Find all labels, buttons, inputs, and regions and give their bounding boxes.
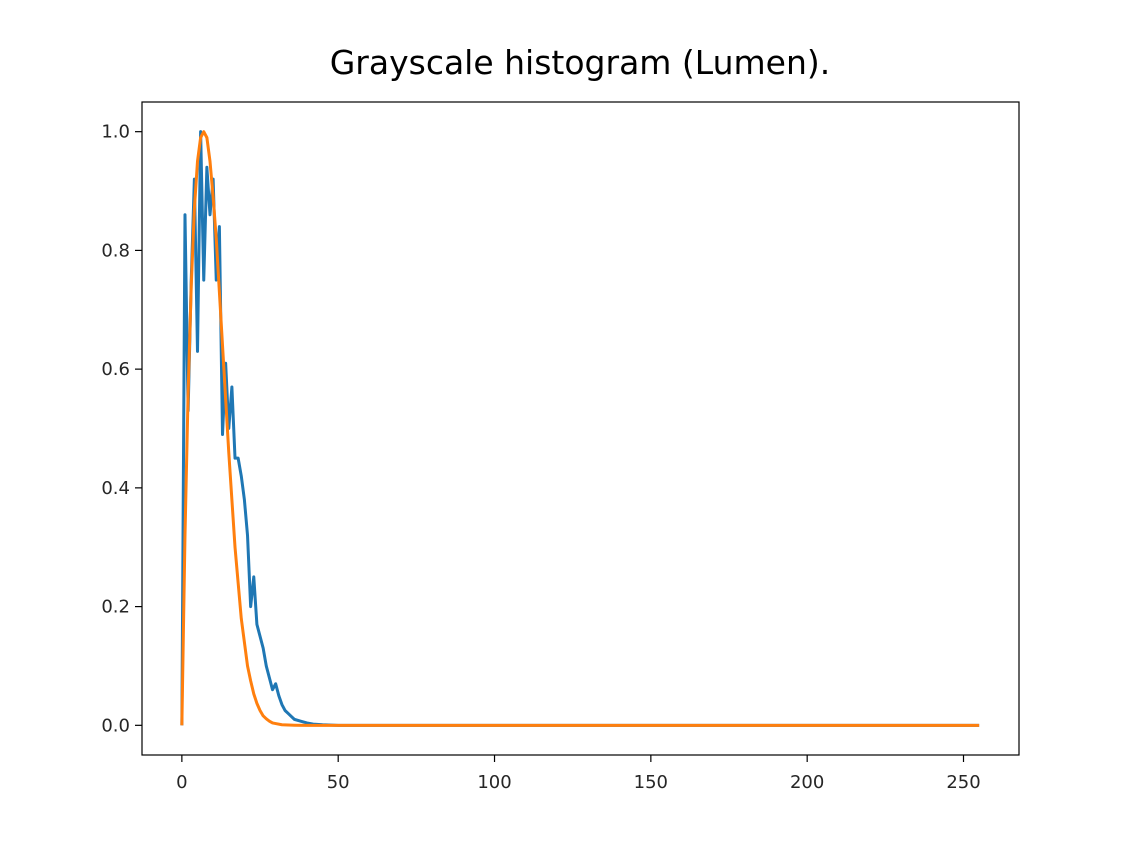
x-tick-label: 200 — [790, 772, 824, 793]
series-line-1 — [180, 130, 980, 727]
y-tick-label: 0.2 — [101, 597, 130, 618]
x-tick-label: 150 — [634, 772, 668, 793]
y-tick-label: 0.8 — [101, 240, 130, 261]
series-layer — [180, 130, 980, 727]
plot-frame — [141, 101, 1020, 756]
x-tick-label: 50 — [327, 772, 350, 793]
x-axis: 0 50 100 150 200 250 — [176, 755, 981, 793]
x-tick-label: 100 — [477, 772, 511, 793]
series-line-2 — [180, 130, 980, 727]
y-tick-label: 0.6 — [101, 359, 130, 380]
x-tick-label: 0 — [176, 772, 187, 793]
y-axis: 0.0 0.2 0.4 0.6 0.8 1.0 — [101, 122, 142, 736]
chart-title: Grayscale histogram (Lumen). — [330, 43, 831, 82]
y-tick-label: 0.4 — [101, 478, 130, 499]
x-tick-label: 250 — [946, 772, 980, 793]
y-tick-label: 0.0 — [101, 715, 130, 736]
y-tick-label: 1.0 — [101, 122, 130, 143]
